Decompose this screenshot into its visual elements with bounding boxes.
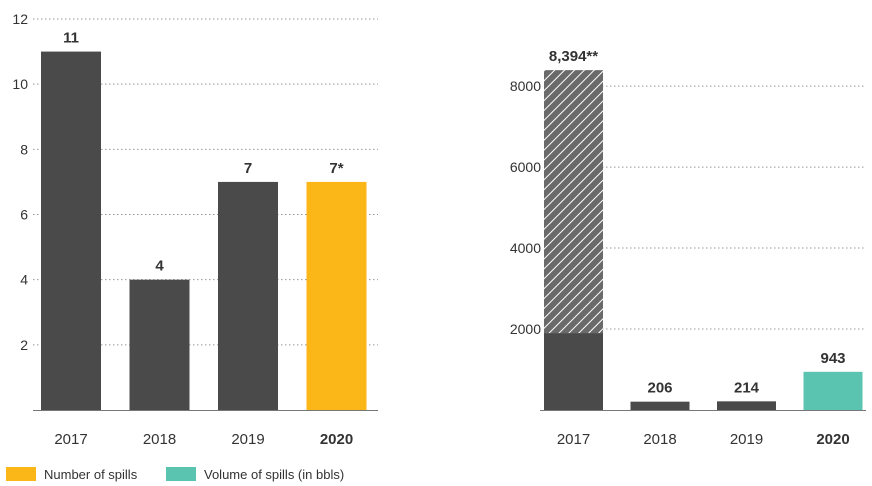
left-x-tick-label-2017: 2017	[54, 431, 87, 448]
right-gridlines	[540, 85, 866, 411]
left-data-label-2019: 7	[244, 160, 252, 177]
left-data-label-2017: 11	[63, 30, 79, 47]
right-data-label-2018: 206	[647, 380, 672, 397]
right-x-tick-label-2017: 2017	[557, 431, 590, 448]
left-bar-2018	[129, 279, 190, 410]
legend-swatch-number-of-spills	[6, 467, 36, 481]
left-y-tick-label: 6	[20, 207, 28, 223]
left-data-labels: 11 4 7 7*	[63, 30, 344, 275]
left-bar-2020	[306, 181, 367, 410]
right-bar-2017	[544, 333, 603, 410]
right-data-labels: 8,394** 206 214 943	[549, 48, 846, 397]
right-x-tick-label-2020: 2020	[816, 431, 849, 448]
left-y-tick-label: 2	[20, 337, 28, 353]
right-x-tick-label-2018: 2018	[643, 431, 676, 448]
legend-swatch-volume-of-spills	[166, 467, 196, 481]
right-data-label-2017: 8,394**	[549, 48, 598, 65]
left-x-ticks: 2017 2018 2019 2020	[54, 431, 353, 448]
left-bar-2017	[41, 51, 101, 410]
right-y-tick-label: 2000	[510, 321, 541, 337]
left-data-label-2018: 4	[155, 258, 164, 275]
left-x-tick-label-2019: 2019	[231, 431, 264, 448]
left-y-tick-label: 12	[12, 11, 28, 27]
right-bar-2018	[630, 401, 690, 410]
legend-item-number-of-spills: Number of spills	[6, 466, 137, 482]
left-y-tick-label: 8	[20, 141, 28, 157]
right-x-ticks: 2017 2018 2019 2020	[557, 431, 850, 448]
right-y-ticks: 2000 4000 6000 8000	[510, 78, 541, 337]
legend-item-volume-of-spills: Volume of spills (in bbls)	[166, 466, 344, 482]
right-y-tick-label: 6000	[510, 159, 541, 175]
right-y-tick-label: 8000	[510, 78, 541, 94]
number-of-spills-chart: 2 4 6 8 10 12 11 4 7 7* 2017 2018 2019 2020	[12, 11, 378, 448]
left-x-tick-label-2018: 2018	[143, 431, 176, 448]
right-y-tick-label: 4000	[510, 240, 541, 256]
right-bars	[544, 70, 863, 410]
legend-label-volume-of-spills: Volume of spills (in bbls)	[204, 466, 345, 482]
left-data-label-2020: 7*	[329, 160, 343, 177]
left-y-ticks: 2 4 6 8 10 12	[12, 11, 28, 353]
right-bar-2019	[717, 401, 776, 410]
left-x-tick-label-2020: 2020	[320, 431, 353, 448]
right-data-label-2020: 943	[820, 350, 845, 367]
right-bar-hatched-2017	[544, 70, 603, 334]
left-y-tick-label: 10	[12, 76, 28, 92]
left-bars	[41, 51, 367, 410]
left-y-tick-label: 4	[20, 272, 28, 288]
legend-label-number-of-spills: Number of spills	[44, 466, 138, 482]
right-bar-2020	[803, 371, 863, 410]
right-x-tick-label-2019: 2019	[730, 431, 763, 448]
left-bar-2019	[218, 181, 278, 410]
right-data-label-2019: 214	[734, 379, 760, 396]
